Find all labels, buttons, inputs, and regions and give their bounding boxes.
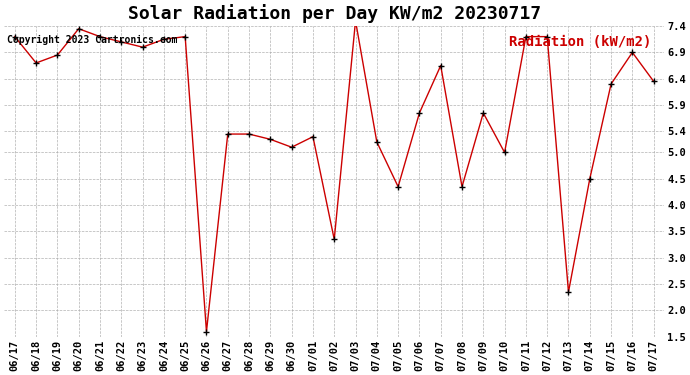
Text: Copyright 2023 Cartronics.com: Copyright 2023 Cartronics.com xyxy=(8,35,178,45)
Text: Radiation (kW/m2): Radiation (kW/m2) xyxy=(509,35,651,50)
Title: Solar Radiation per Day KW/m2 20230717: Solar Radiation per Day KW/m2 20230717 xyxy=(128,4,541,23)
